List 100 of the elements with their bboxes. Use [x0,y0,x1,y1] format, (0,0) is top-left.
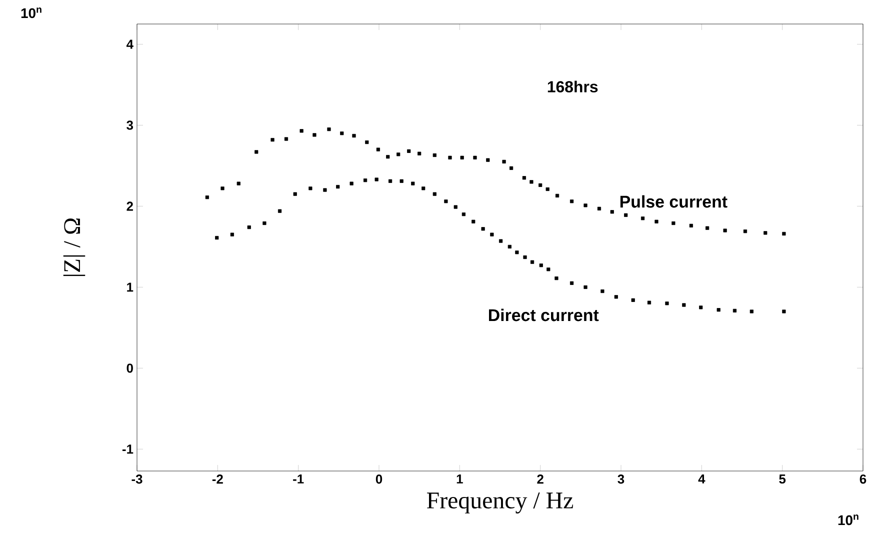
point [323,188,327,192]
point [454,205,458,209]
point [481,227,485,231]
point [236,182,240,186]
point [631,298,635,302]
point [699,306,703,310]
point [523,255,527,260]
point [284,137,288,141]
x-tick-label: -1 [293,474,304,484]
point [411,182,415,186]
point [350,182,354,186]
y-tick-label: 0 [126,364,133,373]
x-tick-label: 5 [779,474,786,484]
point [312,133,316,137]
x-tick-label: 6 [860,474,866,484]
point [570,281,574,285]
y-tick-label: 2 [126,202,133,211]
point [530,180,534,184]
point [555,194,560,198]
x-tick-label: 3 [618,474,624,484]
point [215,236,219,240]
point [610,210,614,214]
series-label: Direct current [489,308,599,322]
point [546,187,550,191]
point [640,216,645,220]
point [278,209,282,213]
point [400,179,404,183]
point [689,224,693,228]
annotation: 168hrs [548,80,598,92]
point [220,186,224,190]
point [624,213,628,217]
point [448,156,452,160]
point [462,212,466,216]
point [293,192,297,196]
point [570,200,574,204]
point [270,138,274,142]
point [365,140,369,144]
point [262,221,266,226]
point [499,239,503,243]
point [654,220,658,224]
point [472,220,476,224]
point [597,206,602,210]
y-tick-label: 3 [126,120,134,130]
x-tick-label: 2 [537,474,544,484]
point [473,156,477,160]
point [509,166,514,170]
point [706,226,710,230]
point [340,132,344,136]
x-axis-title: Frequency / Hz [426,492,574,514]
point [396,152,400,156]
point [460,156,464,160]
point [750,310,754,314]
point [716,308,720,312]
point [374,178,378,182]
point [665,302,669,306]
point [743,230,748,234]
point [732,308,737,312]
point [782,310,786,314]
point [205,195,209,200]
point [388,179,392,183]
point [782,232,786,236]
x-tick-label: -2 [212,474,223,484]
point [600,289,604,294]
point [614,295,618,299]
point [422,186,426,190]
point [647,300,652,304]
point [546,268,550,272]
y-axis-title: |Z| / Ω [63,218,86,276]
point [554,276,558,280]
point [486,158,490,162]
x-tick-label: 0 [376,474,382,484]
y-tick-label: 1 [127,282,134,292]
text: 10$^{n}$ [21,8,42,18]
point [508,244,512,248]
text: 10$^{n}$ [838,514,858,526]
point [515,250,519,254]
point [764,231,768,235]
point [300,129,304,133]
point [336,184,340,189]
point [432,192,436,196]
point [723,228,727,232]
point [352,134,356,138]
x-tick-label: -3 [132,474,142,484]
point [418,152,422,156]
point [327,127,331,132]
point [432,153,436,157]
point [444,200,448,204]
point [682,303,686,307]
point [530,260,534,264]
point [308,186,312,190]
y-tick-label: -1 [122,444,134,454]
point [407,149,411,153]
x-tick-label: 4 [698,474,706,484]
y-tick-label: 4 [126,40,134,49]
point [230,232,234,236]
point [539,264,543,268]
point [538,183,542,187]
point [247,225,251,230]
point [502,160,506,164]
point [584,285,588,289]
